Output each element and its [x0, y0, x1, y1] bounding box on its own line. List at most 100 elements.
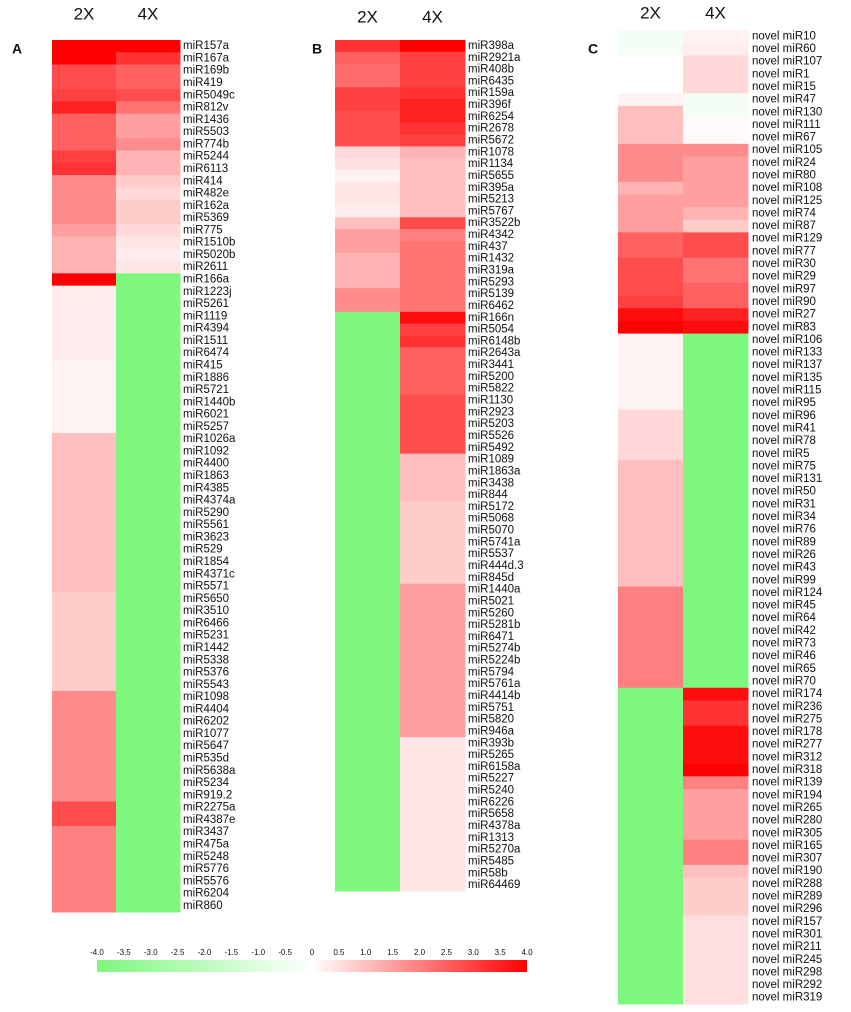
- row-label: novel miR236: [752, 701, 822, 713]
- row-label: miR157a: [183, 40, 230, 52]
- colorbar-label: -1.0: [251, 948, 265, 957]
- row-label: miR5794: [468, 666, 515, 678]
- heatmap-cell: [618, 751, 684, 765]
- row-label: miR3441: [468, 359, 514, 371]
- row-label: novel miR95: [752, 397, 816, 409]
- heatmap-cell: [400, 619, 466, 632]
- row-label: miR64469: [468, 879, 520, 891]
- heatmap-cell: [683, 611, 749, 626]
- row-label: miR6113: [183, 163, 228, 175]
- row-label: miR5068: [468, 513, 514, 525]
- row-label: novel miR194: [752, 789, 823, 801]
- heatmap-cell: [52, 580, 117, 594]
- heatmap-cell: [335, 276, 401, 289]
- heatmap-cell: [618, 586, 684, 600]
- row-label: miR535d: [183, 753, 229, 765]
- row-label: novel miR99: [752, 574, 816, 586]
- row-label: novel miR27: [752, 309, 816, 321]
- heatmap-cell: [683, 839, 749, 853]
- heatmap-cell: [52, 494, 117, 508]
- heatmap-cell: [116, 592, 181, 606]
- row-label: novel miR26: [752, 549, 816, 561]
- heatmap-cell: [618, 687, 684, 701]
- heatmap-cell: [683, 599, 749, 613]
- heatmap-cell: [683, 535, 749, 550]
- heatmap-cell: [618, 675, 684, 689]
- heatmap-cell: [335, 855, 401, 868]
- heatmap-cell: [335, 300, 401, 313]
- heatmap-cell: [335, 394, 401, 407]
- row-label: miR5526: [468, 430, 514, 442]
- row-label: novel miR130: [752, 106, 822, 118]
- heatmap-cell: [618, 282, 684, 297]
- row-label: miR4374a: [183, 495, 236, 507]
- row-label: miR419: [183, 77, 223, 89]
- row-label: novel miR24: [752, 157, 817, 169]
- row-label: miR398a: [468, 40, 515, 52]
- heatmap-cell: [400, 146, 466, 159]
- colorbar-label: -1.5: [224, 948, 238, 957]
- heatmap-cell: [400, 465, 466, 478]
- row-label: miR1119: [183, 310, 227, 322]
- row-label: novel miR131: [752, 473, 822, 485]
- heatmap-cell: [52, 383, 117, 397]
- heatmap-cell: [52, 899, 117, 913]
- heatmap-cell: [683, 371, 749, 385]
- heatmap-cell: [618, 801, 684, 815]
- heatmap-cell: [400, 831, 466, 845]
- heatmap-cell: [335, 560, 401, 573]
- heatmap-cell: [400, 477, 466, 490]
- heatmap-cell: [618, 320, 684, 335]
- heatmap-cell: [116, 211, 181, 225]
- heatmap-cell: [683, 257, 749, 271]
- column-header: 2X: [74, 4, 95, 23]
- row-label: miR319a: [468, 265, 515, 277]
- heatmap-cell: [335, 40, 401, 53]
- column-header: 4X: [422, 7, 443, 26]
- heatmap-cell: [400, 335, 466, 348]
- heatmap-cell: [335, 477, 401, 490]
- heatmap-cell: [116, 224, 181, 238]
- heatmap-cell: [400, 796, 466, 809]
- row-label: miR395a: [468, 182, 515, 194]
- heatmap-cell: [335, 690, 401, 703]
- heatmap-cell: [116, 690, 181, 704]
- row-label: miR5571: [183, 581, 229, 593]
- heatmap-cell: [116, 568, 181, 581]
- row-label: novel miR296: [752, 903, 822, 915]
- heatmap-cell: [400, 406, 466, 419]
- heatmap-cell: [335, 99, 401, 112]
- heatmap-cell: [116, 150, 181, 164]
- row-label: novel miR301: [752, 928, 822, 940]
- heatmap-cell: [335, 406, 401, 419]
- heatmap-cell: [683, 573, 749, 588]
- heatmap-cell: [335, 146, 401, 159]
- heatmap-cell: [618, 55, 684, 69]
- heatmap-cell: [400, 808, 466, 821]
- heatmap-cell: [683, 93, 749, 107]
- heatmap-cell: [683, 978, 749, 992]
- row-label: novel miR43: [752, 562, 816, 574]
- heatmap-cell: [52, 887, 117, 901]
- heatmap-cell: [116, 76, 181, 90]
- heatmap-cell: [618, 371, 684, 385]
- heatmap-cell: [400, 571, 466, 585]
- heatmap-cell: [400, 264, 466, 277]
- heatmap-cell: [52, 752, 117, 766]
- colorbar-label: 0.5: [333, 948, 345, 957]
- row-label: miR414: [183, 175, 223, 187]
- row-label: novel miR78: [752, 435, 816, 447]
- row-label: miR5021: [468, 595, 514, 607]
- heatmap-cell: [52, 789, 117, 802]
- heatmap-cell: [618, 966, 684, 980]
- heatmap-cell: [618, 978, 684, 992]
- heatmap-cell: [400, 500, 466, 514]
- heatmap-cell: [335, 181, 401, 195]
- heatmap-cell: [116, 248, 181, 262]
- heatmap-cell: [400, 820, 466, 833]
- row-label: miR6204: [183, 888, 230, 900]
- heatmap-cell: [52, 211, 117, 225]
- heatmap-cell: [400, 75, 466, 88]
- heatmap-cell: [52, 629, 117, 643]
- heatmap-cell: [52, 764, 117, 778]
